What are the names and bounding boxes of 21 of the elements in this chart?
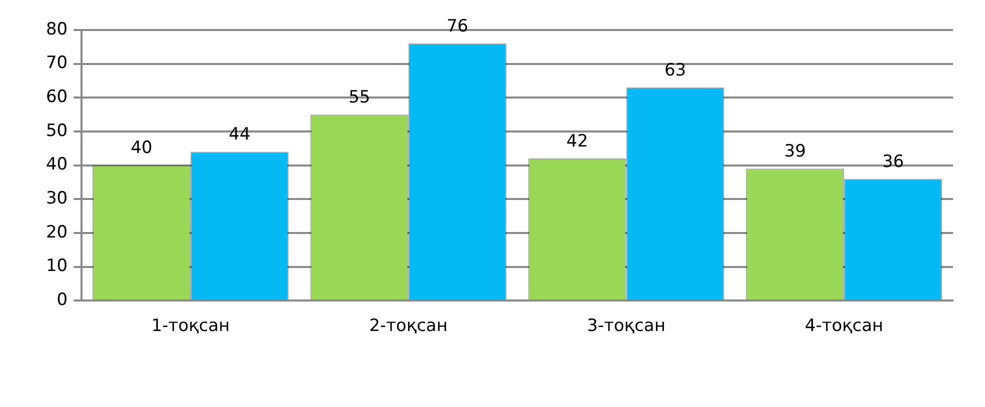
data-label: 55 — [348, 87, 370, 108]
y-tick-label: 10 — [46, 256, 68, 276]
data-label: 76 — [446, 16, 468, 36]
data-label: 39 — [784, 142, 806, 162]
x-tick-label: 4-тоқсан — [804, 316, 884, 336]
y-tick-label: 0 — [56, 290, 68, 310]
y-tick-label: 70 — [46, 53, 68, 74]
data-label: 40 — [130, 138, 152, 158]
y-tick-label: 50 — [46, 120, 68, 141]
x-tick-label: 2-тоқсан — [369, 316, 448, 336]
y-tick-label: 80 — [46, 19, 68, 40]
y-tick-label: 40 — [46, 154, 68, 175]
data-label: 44 — [228, 124, 250, 145]
y-tick-label: 30 — [46, 188, 68, 209]
y-tick-label: 20 — [46, 222, 68, 242]
data-label: 42 — [566, 131, 588, 152]
y-tick-label: 60 — [46, 87, 68, 108]
data-label: 63 — [664, 60, 686, 80]
x-tick-label: 1-тоқсан — [151, 316, 230, 336]
x-tick-label: 3-тоқсан — [587, 316, 666, 336]
data-label: 36 — [882, 152, 904, 172]
